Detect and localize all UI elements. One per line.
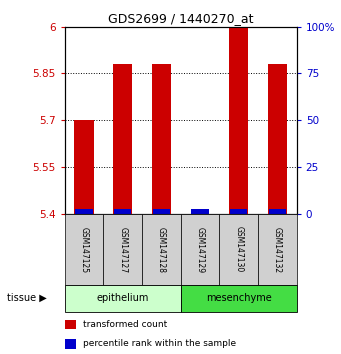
Bar [268, 64, 287, 214]
Bar [230, 209, 247, 214]
Text: transformed count: transformed count [83, 320, 167, 329]
Bar [153, 209, 170, 214]
Text: tissue ▶: tissue ▶ [7, 293, 47, 303]
Text: GSM147125: GSM147125 [79, 227, 89, 273]
Bar [229, 27, 248, 214]
Text: GSM147130: GSM147130 [234, 227, 243, 273]
Text: epithelium: epithelium [97, 293, 149, 303]
Bar [65, 320, 76, 330]
Bar [74, 120, 94, 214]
Bar [152, 64, 171, 214]
Bar [181, 214, 219, 285]
Bar [75, 209, 93, 214]
Bar [114, 209, 131, 214]
Bar [142, 214, 181, 285]
Text: mesenchyme: mesenchyme [206, 293, 271, 303]
Bar [65, 339, 76, 349]
Bar [181, 285, 297, 312]
Bar [113, 64, 132, 214]
Bar [191, 209, 209, 214]
Bar [65, 214, 103, 285]
Text: percentile rank within the sample: percentile rank within the sample [83, 339, 236, 348]
Bar [65, 285, 181, 312]
Title: GDS2699 / 1440270_at: GDS2699 / 1440270_at [108, 12, 253, 25]
Bar [219, 214, 258, 285]
Bar [258, 214, 297, 285]
Bar [269, 209, 286, 214]
Text: GSM147129: GSM147129 [195, 227, 205, 273]
Text: GSM147127: GSM147127 [118, 227, 127, 273]
Bar [103, 214, 142, 285]
Text: GSM147128: GSM147128 [157, 227, 166, 273]
Text: GSM147132: GSM147132 [273, 227, 282, 273]
